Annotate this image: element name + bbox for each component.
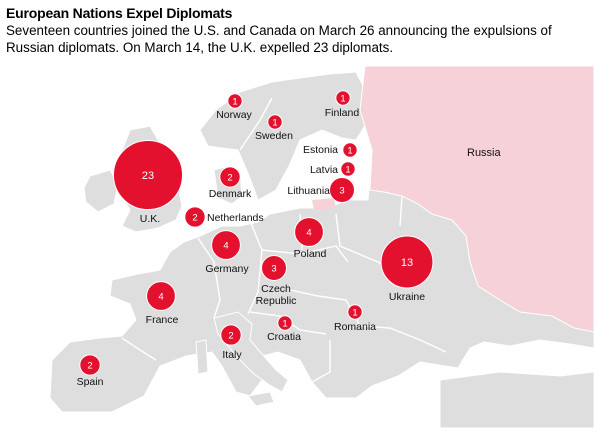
count-netherlands: 2 bbox=[192, 213, 197, 224]
label-croatia: Croatia bbox=[267, 331, 301, 343]
label-u-k: U.K. bbox=[140, 213, 160, 225]
label-finland: Finland bbox=[325, 107, 360, 119]
europe-map: Russia 23U.K.13Ukraine4Germany4Poland4Fr… bbox=[49, 66, 594, 428]
turkey-shape bbox=[439, 371, 594, 428]
sardinia-shape bbox=[195, 339, 209, 375]
bubble-u-k bbox=[112, 139, 184, 211]
bubble-latvia bbox=[340, 161, 356, 177]
label-poland: Poland bbox=[294, 248, 327, 260]
count-finland: 1 bbox=[340, 94, 345, 105]
label-ukraine: Ukraine bbox=[389, 291, 425, 303]
label-romania: Romania bbox=[334, 321, 376, 333]
bubble-croatia bbox=[277, 315, 293, 331]
bubble-finland bbox=[335, 90, 351, 106]
label-sweden: Sweden bbox=[255, 130, 293, 142]
label-lithuania: Lithuania bbox=[287, 185, 330, 197]
bubble-lithuania bbox=[329, 177, 355, 203]
bubble-spain bbox=[79, 354, 101, 376]
bubble-estonia bbox=[342, 142, 358, 158]
count-france: 4 bbox=[158, 292, 163, 303]
count-poland: 4 bbox=[306, 228, 311, 239]
chart-subtitle: Seventeen countries joined the U.S. and … bbox=[6, 23, 552, 55]
bubble-norway bbox=[227, 93, 243, 109]
count-sweden: 1 bbox=[272, 118, 277, 129]
count-ukraine: 13 bbox=[401, 257, 413, 269]
label-latvia: Latvia bbox=[310, 164, 338, 176]
bubble-denmark bbox=[219, 166, 241, 188]
label-spain: Spain bbox=[77, 376, 104, 388]
label-estonia: Estonia bbox=[303, 144, 338, 156]
count-denmark: 2 bbox=[227, 173, 232, 184]
count-lithuania: 3 bbox=[339, 186, 344, 197]
label-czech-republic: Czech Republic bbox=[256, 283, 297, 307]
bubble-france bbox=[146, 281, 176, 311]
ireland-shape bbox=[83, 169, 119, 213]
bubble-romania bbox=[347, 304, 363, 320]
count-czech-republic: 3 bbox=[271, 264, 276, 275]
russia-label: Russia bbox=[467, 147, 502, 159]
label-france: France bbox=[146, 314, 179, 326]
bubble-italy bbox=[220, 324, 242, 346]
sicily-shape bbox=[247, 391, 275, 407]
bubble-germany bbox=[211, 230, 241, 260]
bubble-czech-republic bbox=[261, 255, 287, 281]
kaliningrad-region bbox=[312, 198, 336, 210]
label-germany: Germany bbox=[205, 263, 249, 275]
bubble-poland bbox=[294, 217, 324, 247]
bubble-ukraine bbox=[380, 235, 434, 289]
count-croatia: 1 bbox=[282, 319, 287, 330]
label-italy: Italy bbox=[222, 349, 242, 361]
label-netherlands: Netherlands bbox=[207, 212, 264, 224]
label-denmark: Denmark bbox=[209, 188, 252, 200]
count-romania: 1 bbox=[352, 308, 357, 319]
bubble-netherlands bbox=[184, 206, 206, 228]
russia-region bbox=[359, 66, 594, 333]
count-germany: 4 bbox=[223, 241, 228, 252]
count-latvia: 1 bbox=[345, 165, 350, 176]
count-u-k: 23 bbox=[142, 170, 154, 182]
chart-title: European Nations Expel Diplomats bbox=[6, 5, 233, 21]
count-estonia: 1 bbox=[347, 146, 352, 157]
bubble-sweden bbox=[267, 114, 283, 130]
count-norway: 1 bbox=[232, 97, 237, 108]
count-italy: 2 bbox=[228, 331, 233, 342]
count-spain: 2 bbox=[87, 361, 92, 372]
bubble-layer: 23U.K.13Ukraine4Germany4Poland4France3Li… bbox=[77, 90, 434, 388]
label-norway: Norway bbox=[216, 109, 252, 121]
